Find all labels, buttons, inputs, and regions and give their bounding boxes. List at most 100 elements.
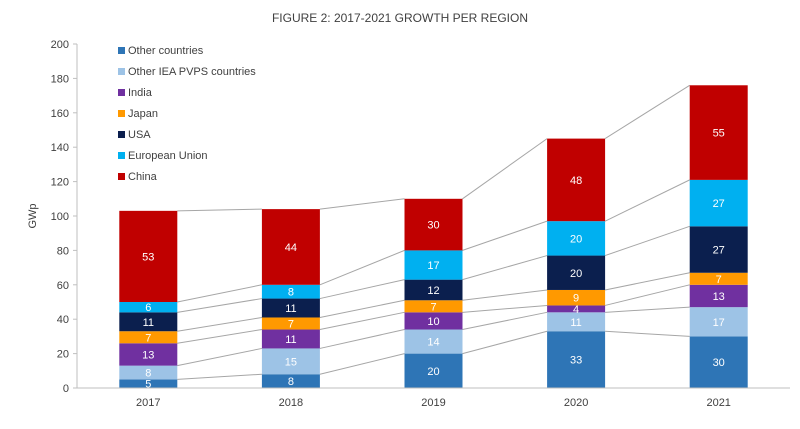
series-connector-line <box>605 306 690 313</box>
data-label: 55 <box>713 128 725 140</box>
data-label: 7 <box>145 332 151 344</box>
data-label: 8 <box>145 368 151 380</box>
y-tick-label: 0 <box>63 383 69 395</box>
x-tick-label: 2018 <box>279 397 303 409</box>
y-tick-label: 20 <box>57 349 69 361</box>
bar-segment <box>689 272 748 285</box>
bar-segment <box>119 379 178 388</box>
legend: Other countries Other IEA PVPS countries I… <box>118 45 256 183</box>
legend-label: Other countries <box>128 45 204 57</box>
bar-segment <box>119 210 178 302</box>
data-label: 27 <box>713 198 725 210</box>
series-connector-line <box>177 316 262 332</box>
data-label: 11 <box>570 317 581 329</box>
x-tick-label: 2021 <box>706 397 730 409</box>
data-label: 14 <box>427 337 439 349</box>
data-label: 7 <box>288 319 294 331</box>
bar-segment <box>547 221 606 256</box>
data-label: 8 <box>288 376 294 388</box>
series-connector-line <box>319 353 405 375</box>
data-label: 48 <box>570 175 582 187</box>
bar-segment <box>547 331 606 388</box>
x-tick-label: 2020 <box>564 397 588 409</box>
data-label: 5 <box>145 379 151 391</box>
data-label: 4 <box>573 304 579 316</box>
series-connector-line <box>319 279 405 300</box>
series-connector-line <box>177 298 262 313</box>
y-tick-label: 140 <box>51 142 69 154</box>
data-label: 53 <box>142 251 154 263</box>
series-connector-line <box>319 299 405 318</box>
bar-segment <box>689 307 748 337</box>
data-label: 9 <box>573 293 579 305</box>
legend-label: China <box>128 171 158 183</box>
bar-segment <box>119 365 178 380</box>
x-tick-label: 2019 <box>421 397 445 409</box>
series-connector-line <box>319 311 405 331</box>
bar-segment <box>689 85 748 180</box>
y-tick-label: 80 <box>57 245 69 257</box>
series-connector-line <box>462 304 548 313</box>
y-tick-label: 180 <box>51 73 69 85</box>
legend-label: USA <box>128 129 151 141</box>
bar-segment <box>404 198 463 251</box>
data-label: 6 <box>145 302 151 314</box>
legend-label: Other IEA PVPS countries <box>128 66 256 78</box>
bar-segment <box>261 348 320 375</box>
series-connector-line <box>604 179 690 222</box>
series-connector-line <box>177 208 262 212</box>
bar-segment <box>261 374 320 388</box>
legend-label: European Union <box>128 150 208 162</box>
bar-segment <box>261 298 320 318</box>
series-connector-line <box>604 84 690 140</box>
series-connector-line <box>177 347 262 367</box>
data-label: 30 <box>713 357 725 369</box>
bar-segment <box>261 209 320 285</box>
bar-segment <box>119 331 178 344</box>
y-tick-label: 160 <box>51 108 69 120</box>
data-label: 33 <box>570 355 582 367</box>
series-connector-line <box>319 329 405 349</box>
legend-swatch <box>118 47 125 54</box>
legend-swatch <box>118 131 125 138</box>
bars: 5813711653815117118442014107121730331149… <box>119 85 748 391</box>
bar-segment <box>547 255 606 290</box>
bar-segment <box>119 302 178 313</box>
bar-segment <box>119 343 178 366</box>
data-label: 44 <box>285 242 297 254</box>
bar-segment <box>689 284 748 308</box>
data-label: 30 <box>427 220 439 232</box>
data-label: 12 <box>427 285 439 297</box>
bar-segment <box>404 250 463 280</box>
legend-swatch <box>118 110 125 117</box>
bar-segment <box>547 138 606 222</box>
x-tick-label: 2017 <box>136 397 160 409</box>
series-connector-line <box>605 330 690 337</box>
data-label: 8 <box>288 287 294 299</box>
data-label: 17 <box>713 317 725 329</box>
data-label: 10 <box>427 316 439 328</box>
bar-segment <box>547 305 606 313</box>
series-connector-line <box>319 198 405 210</box>
series-connector-line <box>462 220 548 251</box>
series-connector-line <box>605 272 690 291</box>
bar-segment <box>689 336 748 388</box>
series-connector-line <box>462 289 548 301</box>
bar-segment <box>404 279 463 301</box>
legend-swatch <box>118 173 125 180</box>
legend-swatch <box>118 152 125 159</box>
bar-segment <box>261 329 320 349</box>
legend-swatch <box>118 89 125 96</box>
series-connector-line <box>462 255 548 281</box>
y-tick-label: 200 <box>51 39 69 51</box>
bar-segment <box>404 353 463 388</box>
data-label: 7 <box>430 301 436 313</box>
data-label: 11 <box>143 317 154 329</box>
series-connector-line <box>462 311 548 331</box>
series-connector-line <box>177 373 262 380</box>
series-connector-line <box>604 225 690 257</box>
series-connector-line <box>319 249 405 286</box>
